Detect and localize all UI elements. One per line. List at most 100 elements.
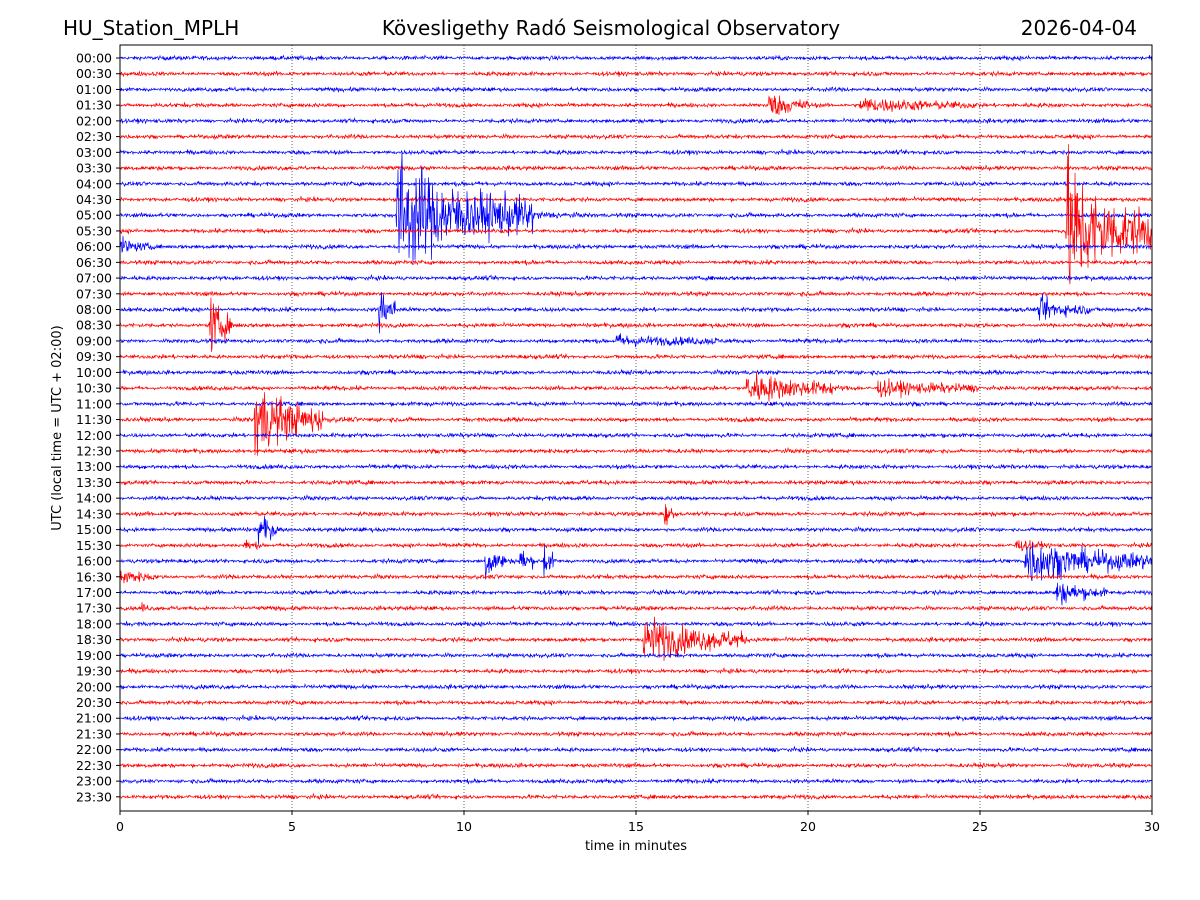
- y-tick-label: 18:00: [76, 616, 112, 631]
- trace-0430: [119, 195, 1153, 204]
- trace-1400: [119, 494, 1153, 502]
- trace-0130: [119, 95, 1153, 115]
- y-tick-label: 21:30: [76, 726, 112, 741]
- trace-0600: [119, 235, 1153, 253]
- x-tick-label: 30: [1144, 819, 1160, 834]
- trace-1230: [119, 446, 1153, 455]
- trace-0530: [119, 144, 1153, 285]
- trace-0800: [119, 291, 1153, 334]
- y-tick-label: 02:00: [76, 113, 112, 128]
- trace-1200: [119, 431, 1153, 440]
- trace-1800: [119, 620, 1153, 628]
- y-tick-label: 13:00: [76, 459, 112, 474]
- y-tick-label: 03:30: [76, 161, 112, 176]
- trace-0300: [119, 148, 1153, 156]
- y-tick-label: 02:30: [76, 129, 112, 144]
- y-tick-label: 20:30: [76, 695, 112, 710]
- x-tick-label: 25: [972, 819, 988, 834]
- trace-1830: [119, 616, 1153, 662]
- trace-1900: [119, 651, 1153, 659]
- y-tick-label: 06:30: [76, 255, 112, 270]
- y-tick-label: 13:30: [76, 475, 112, 490]
- y-tick-label: 19:00: [76, 648, 112, 663]
- y-tick-label: 11:30: [76, 412, 112, 427]
- y-tick-label: 15:30: [76, 538, 112, 553]
- y-tick-label: 19:30: [76, 664, 112, 679]
- trace-2030: [119, 699, 1153, 707]
- trace-1930: [119, 667, 1153, 675]
- trace-0330: [119, 164, 1153, 172]
- date-title: 2026-04-04: [1021, 16, 1137, 40]
- y-tick-label: 05:00: [76, 208, 112, 223]
- y-tick-label: 00:00: [76, 51, 112, 66]
- trace-1530: [119, 539, 1153, 552]
- y-tick-label: 23:00: [76, 774, 112, 789]
- chart-title: Kövesligethy Radó Seismological Observat…: [382, 16, 840, 40]
- y-tick-label: 22:00: [76, 742, 112, 757]
- y-tick-label: 01:00: [76, 82, 112, 97]
- y-tick-label: 12:00: [76, 428, 112, 443]
- y-tick-label: 14:30: [76, 506, 112, 521]
- trace-1000: [119, 368, 1153, 377]
- station-title: HU_Station_MPLH: [63, 16, 239, 40]
- trace-1100: [119, 400, 1153, 408]
- trace-0000: [119, 54, 1153, 62]
- trace-1430: [119, 504, 1153, 526]
- y-axis-label: UTC (local time = UTC + 02:00): [50, 325, 65, 530]
- trace-2200: [119, 745, 1153, 754]
- trace-1300: [119, 463, 1153, 471]
- y-tick-label: 10:00: [76, 365, 112, 380]
- trace-0200: [119, 117, 1153, 125]
- trace-2330: [119, 792, 1153, 801]
- trace-1130: [119, 392, 1153, 456]
- trace-0900: [119, 333, 1153, 348]
- y-tick-label: 17:30: [76, 601, 112, 616]
- y-tick-label: 07:00: [76, 271, 112, 286]
- trace-1500: [119, 515, 1153, 545]
- y-tick-label: 10:30: [76, 381, 112, 396]
- trace-1630: [119, 570, 1153, 584]
- y-tick-label: 06:00: [76, 239, 112, 254]
- y-tick-label: 07:30: [76, 286, 112, 301]
- trace-1730: [119, 602, 1153, 612]
- y-tick-label: 04:30: [76, 192, 112, 207]
- y-tick-label: 08:00: [76, 302, 112, 317]
- trace-1030: [119, 371, 1153, 402]
- trace-0730: [119, 289, 1153, 298]
- y-tick-label: 04:00: [76, 176, 112, 191]
- trace-0100: [119, 85, 1153, 93]
- x-tick-label: 5: [288, 819, 296, 834]
- x-tick-label: 20: [800, 819, 816, 834]
- trace-0400: [119, 180, 1153, 188]
- y-tick-label: 09:00: [76, 333, 112, 348]
- trace-0230: [119, 133, 1153, 141]
- y-tick-label: 14:00: [76, 491, 112, 506]
- trace-0830: [119, 297, 1153, 352]
- y-tick-label: 15:00: [76, 522, 112, 537]
- trace-1330: [119, 479, 1153, 487]
- y-tick-label: 16:30: [76, 569, 112, 584]
- x-tick-label: 0: [116, 819, 124, 834]
- trace-0700: [119, 273, 1153, 282]
- x-tick-label: 10: [456, 819, 472, 834]
- x-axis-label: time in minutes: [585, 839, 687, 854]
- y-tick-label: 16:00: [76, 554, 112, 569]
- y-tick-label: 08:30: [76, 318, 112, 333]
- y-tick-label: 21:00: [76, 711, 112, 726]
- y-tick-label: 00:30: [76, 66, 112, 81]
- trace-0630: [119, 258, 1152, 266]
- trace-2000: [119, 683, 1153, 691]
- y-tick-label: 23:30: [76, 789, 112, 804]
- y-tick-label: 18:30: [76, 632, 112, 647]
- y-tick-label: 01:30: [76, 98, 112, 113]
- trace-2300: [119, 777, 1153, 785]
- y-tick-label: 20:00: [76, 679, 112, 694]
- trace-2100: [119, 714, 1152, 722]
- y-tick-label: 11:00: [76, 396, 112, 411]
- x-tick-label: 15: [628, 819, 644, 834]
- trace-0930: [119, 352, 1153, 361]
- trace-1700: [119, 582, 1153, 606]
- trace-2230: [119, 761, 1153, 770]
- plot-frame: [119, 44, 1153, 812]
